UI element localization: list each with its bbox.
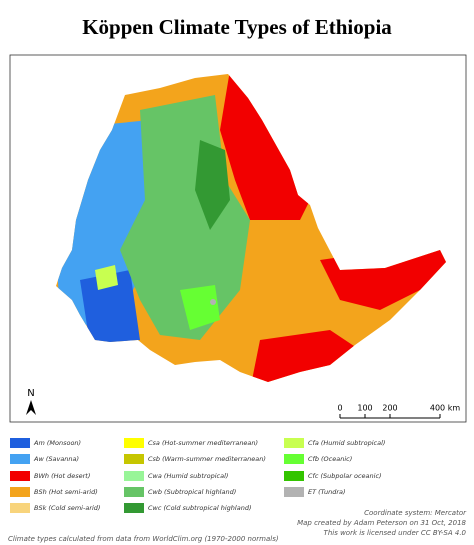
legend-swatch [124,471,144,481]
legend-swatch [124,487,144,497]
title: Köppen Climate Types of Ethiopia [82,15,392,39]
legend-swatch [10,503,30,513]
legend-label: ET (Tundra) [308,488,346,496]
region [210,299,216,305]
legend-swatch [284,454,304,464]
legend-swatch [10,454,30,464]
scale-label: 200 [382,404,397,413]
region [95,265,118,290]
legend-label: BSh (Hot semi-arid) [34,488,98,496]
region [80,270,140,345]
scale-label: 0 [337,404,342,413]
legend-label: Csa (Hot-summer mediterranean) [148,439,258,447]
north-label: N [27,388,34,399]
region [195,140,230,230]
legend-label: Aw (Savanna) [33,455,79,463]
legend-swatch [10,438,30,448]
north-arrow: N [26,388,36,415]
legend-label: Cwc (Cold subtropical highland) [148,504,251,512]
legend-label: Csb (Warm-summer mediterranean) [148,455,266,463]
legend-label: Cfa (Humid subtropical) [308,439,385,447]
legend-swatch [124,503,144,513]
scale-bar: 0 100 200 400 km [337,404,460,419]
legend-label: Cwb (Subtropical highland) [148,488,236,496]
legend-label: Cfb (Oceanic) [308,455,352,463]
legend-swatch [124,454,144,464]
credit: Map created by Adam Peterson on 31 Oct, … [297,519,466,527]
legend-swatch [284,487,304,497]
legend-label: BWh (Hot desert) [34,472,90,480]
scale-label: 100 [357,404,372,413]
region [180,285,220,330]
arrow [26,400,36,415]
legend-swatch [124,438,144,448]
legend-swatch [284,471,304,481]
credit: This work is licensed under CC BY-SA 4.0 [324,529,467,537]
legend-label: Cfc (Subpolar oceanic) [308,472,382,480]
legend: Am (Monsoon) Aw (Savanna) BWh (Hot desert)… [10,438,385,513]
region [250,330,360,382]
legend-swatch [10,487,30,497]
ethiopia-map [56,74,446,382]
credit: Coordinate system: Mercator [364,509,467,517]
legend-swatch [284,438,304,448]
legend-label: Am (Monsoon) [33,439,81,447]
scale-label: 400 km [430,404,460,413]
legend-label: BSk (Cold semi-arid) [34,504,100,512]
source: Climate types calculated from data from … [8,535,279,543]
legend-swatch [10,471,30,481]
legend-label: Cwa (Humid subtropical) [148,472,228,480]
